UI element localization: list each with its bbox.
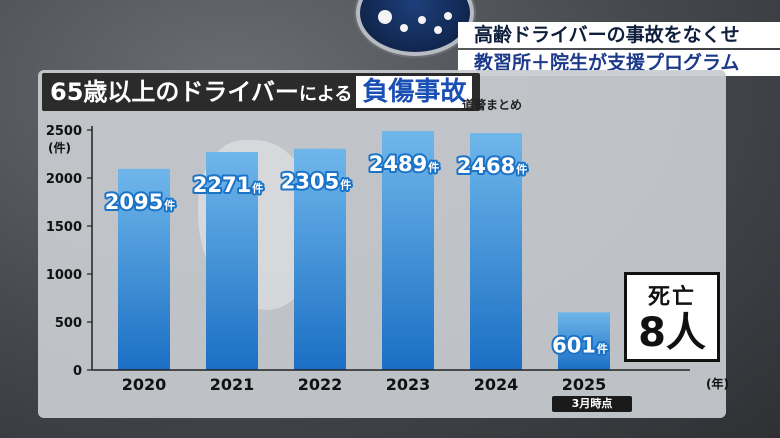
source-label: 道警まとめ — [462, 98, 523, 112]
bar — [558, 312, 610, 370]
bar-value-unit: 件 — [340, 178, 351, 192]
bar-value-unit: 件 — [516, 162, 527, 176]
bar — [470, 133, 522, 370]
star-icon — [400, 24, 408, 32]
bar — [206, 151, 258, 370]
bar-value-unit: 件 — [428, 160, 439, 174]
y-tick-label: 500 — [55, 316, 82, 331]
death-value: 8人 — [638, 310, 706, 356]
bar-value-label: 2468件 — [457, 154, 527, 178]
y-tick-label: 1000 — [46, 268, 82, 283]
bar-value-number: 601 — [552, 333, 596, 357]
star-icon — [444, 12, 452, 20]
title-prefix: 65歳以上の — [50, 78, 180, 106]
bar — [382, 131, 434, 370]
bar-value-label: 2271件 — [193, 173, 263, 197]
bar-value-number: 2489 — [369, 152, 427, 176]
bar-value-label: 2489件 — [369, 152, 439, 176]
bar — [118, 168, 170, 370]
star-icon — [434, 26, 442, 34]
chart-title: 65歳以上のドライバーによる 負傷事故 — [42, 73, 481, 111]
y-axis-unit: (件) — [48, 140, 71, 155]
bar-value-number: 2271 — [193, 173, 251, 197]
title-middle: ドライバー — [179, 78, 299, 106]
title-small: による — [298, 84, 353, 105]
bar — [294, 148, 346, 370]
y-tick-label: 2000 — [46, 172, 82, 187]
star-icon — [418, 16, 426, 24]
bar-value-unit: 件 — [252, 181, 263, 195]
star-icon — [378, 10, 392, 24]
bar-value-number: 2095 — [105, 190, 163, 214]
y-tick-label: 0 — [73, 364, 82, 379]
bar-value-unit: 件 — [597, 341, 608, 355]
x-tick-label: 2023 — [386, 375, 431, 394]
bar-value-number: 2305 — [281, 170, 339, 194]
bar-value-unit: 件 — [164, 198, 175, 212]
bar-value-label: 601件 — [552, 333, 608, 357]
title-emphasis: 負傷事故 — [356, 76, 473, 108]
y-tick-label: 2500 — [46, 124, 82, 139]
bar-value-label: 2095件 — [105, 190, 175, 214]
x-axis-unit: (年) — [706, 376, 729, 391]
date-note: 3月時点 — [552, 396, 632, 412]
bar-value-label: 2305件 — [281, 170, 351, 194]
x-tick-label: 2020 — [122, 375, 167, 394]
y-tick-label: 1500 — [46, 220, 82, 235]
death-label: 死亡 — [647, 285, 696, 310]
headline-line-1: 高齢ドライバーの事故をなくせ — [458, 22, 780, 48]
death-count-box: 死亡 8人 — [624, 272, 720, 362]
x-tick-label: 2021 — [210, 375, 255, 394]
x-tick-label: 2022 — [298, 375, 343, 394]
x-tick-label: 2024 — [474, 375, 519, 394]
x-tick-label: 2025 — [562, 375, 607, 394]
bar-value-number: 2468 — [457, 154, 515, 178]
